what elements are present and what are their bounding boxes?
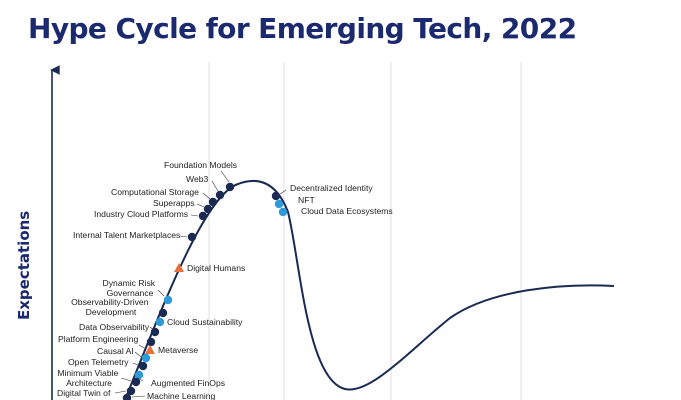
leader-lines [114, 170, 287, 398]
label-foundation-models: Foundation Models [164, 160, 237, 170]
label-dynamic-risk-governance: Dynamic Risk Governance [103, 278, 158, 298]
marker-platform-engineering [146, 337, 156, 347]
leader-line [149, 326, 155, 331]
label-cloud-data-ecosystems: Cloud Data Ecosystems [301, 206, 393, 216]
marker-internal-talent-marketplaces [187, 232, 197, 242]
leader-line [132, 362, 139, 366]
marker-superapps [203, 204, 213, 214]
leader-line [220, 170, 230, 183]
leader-line [211, 180, 219, 192]
label-digital-twin: Digital Twin of [57, 388, 111, 398]
label-metaverse: Metaverse [158, 345, 198, 355]
marker-augmented-finops [134, 370, 144, 380]
label-industry-cloud-platforms: Industry Cloud Platforms [94, 209, 188, 219]
marker-digital-twin [126, 386, 136, 396]
label-platform-engineering: Platform Engineering [58, 334, 138, 344]
leader-line [134, 351, 142, 358]
leader-line [138, 344, 147, 350]
label-digital-humans: Digital Humans [187, 263, 245, 273]
marker-industry-cloud-platforms [198, 211, 208, 221]
marker-decentralized-identity [271, 191, 281, 201]
label-nft: NFT [298, 195, 315, 205]
label-augmented-finops: Augmented FinOps [151, 378, 225, 388]
marker-computational-storage [208, 197, 218, 207]
marker-data-observability [150, 327, 160, 337]
leader-line [196, 203, 205, 208]
label-data-observability: Data Observability [79, 322, 150, 332]
label-observability-driven-development: Observability-Driven Development [71, 297, 151, 317]
marker-nft [274, 199, 284, 209]
label-minimum-viable-architecture: Minimum Viable Architecture [57, 368, 120, 388]
marker-metaverse [145, 345, 155, 354]
leader-line [190, 214, 199, 217]
leader-line [279, 189, 287, 195]
label-internal-talent-marketplaces: Internal Talent Marketplaces [73, 230, 180, 240]
marker-cloud-sustainability [155, 317, 165, 327]
label-web3: Web3 [186, 174, 209, 184]
label-machine-learning: Machine Learning [147, 391, 216, 400]
label-decentralized-identity: Decentralized Identity [290, 183, 373, 193]
label-superapps: Superapps [153, 198, 195, 208]
leader-line [202, 192, 211, 200]
leader-line [120, 377, 132, 382]
marker-cloud-data-ecosystems [278, 207, 288, 217]
phase-dividers [208, 62, 522, 400]
leader-line [157, 289, 165, 297]
technology-labels: Foundation Models Web3 Computational Sto… [57, 160, 393, 400]
label-cloud-sustainability: Cloud Sustainability [167, 317, 243, 327]
marker-web3 [215, 190, 225, 200]
label-causal-ai: Causal AI [97, 346, 134, 356]
markers [122, 182, 288, 400]
marker-minimum-viable-architecture [131, 377, 141, 387]
marker-open-telemetry [138, 361, 148, 371]
leader-line [114, 390, 127, 394]
page-title: Hype Cycle for Emerging Tech, 2022 [28, 12, 577, 45]
leader-line [131, 395, 146, 398]
marker-dynamic-risk-governance [163, 295, 173, 305]
marker-machine-learning [122, 393, 132, 400]
marker-foundation-models [225, 182, 235, 192]
leader-line [179, 235, 188, 238]
label-computational-storage: Computational Storage [111, 187, 199, 197]
marker-causal-ai [141, 353, 151, 363]
marker-observability-driven-development [158, 308, 168, 318]
marker-digital-humans [174, 263, 184, 272]
label-open-telemetry: Open Telemetry [68, 357, 129, 367]
leader-line [136, 377, 144, 382]
